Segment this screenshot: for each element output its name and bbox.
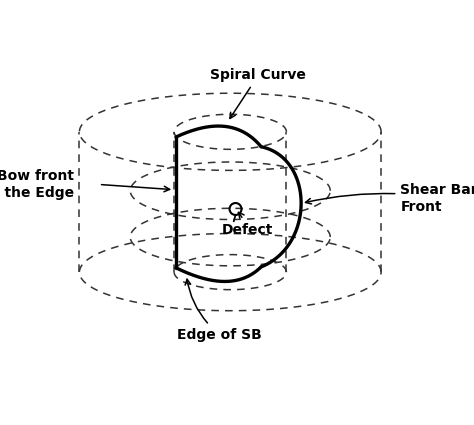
Text: Spiral Curve: Spiral Curve: [210, 68, 306, 119]
Text: Bow front
of the Edge: Bow front of the Edge: [0, 169, 74, 200]
Text: Edge of SB: Edge of SB: [177, 279, 262, 342]
Text: Defect: Defect: [222, 212, 273, 237]
Text: Shear Band
Front: Shear Band Front: [306, 183, 474, 214]
